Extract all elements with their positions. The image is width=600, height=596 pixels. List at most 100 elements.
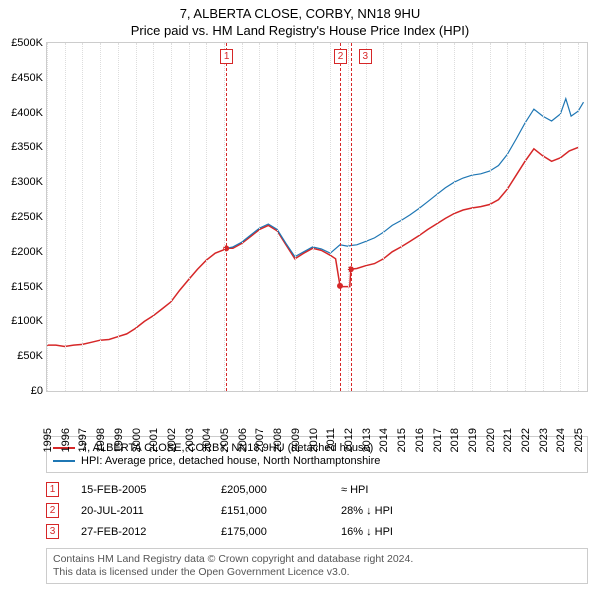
grid-line xyxy=(295,43,296,391)
x-tick-label: 2024 xyxy=(551,428,567,452)
x-tick-label: 2021 xyxy=(498,428,514,452)
event-hpi-delta: 28% ↓ HPI xyxy=(341,505,588,517)
y-tick-label: £400K xyxy=(11,107,43,119)
x-tick-label: 1997 xyxy=(73,428,89,452)
x-tick-label: 2011 xyxy=(321,428,337,452)
grid-line xyxy=(472,43,473,391)
marker-box: 2 xyxy=(334,49,347,64)
event-hpi-delta: ≈ HPI xyxy=(341,484,588,496)
event-date: 20-JUL-2011 xyxy=(81,505,221,517)
x-tick-label: 2010 xyxy=(304,428,320,452)
x-tick-label: 2023 xyxy=(534,428,550,452)
grid-line xyxy=(171,43,172,391)
y-tick-label: £350K xyxy=(11,141,43,153)
grid-line xyxy=(47,43,48,391)
grid-line xyxy=(419,43,420,391)
marker-stem xyxy=(226,43,227,391)
grid-line xyxy=(313,43,314,391)
event-hpi-delta: 16% ↓ HPI xyxy=(341,526,588,538)
x-tick-label: 1998 xyxy=(91,428,107,452)
grid-line xyxy=(560,43,561,391)
x-tick-label: 1995 xyxy=(38,428,54,452)
marker-stem xyxy=(340,43,341,391)
x-tick-label: 2007 xyxy=(250,428,266,452)
x-tick-label: 2000 xyxy=(127,428,143,452)
grid-line xyxy=(277,43,278,391)
legend-swatch xyxy=(53,460,75,462)
x-tick-label: 2009 xyxy=(286,428,302,452)
x-tick-label: 2018 xyxy=(445,428,461,452)
x-tick-label: 2013 xyxy=(357,428,373,452)
event-row: 1 15-FEB-2005£205,000≈ HPI xyxy=(46,479,588,500)
x-tick-label: 2016 xyxy=(410,428,426,452)
grid-line xyxy=(454,43,455,391)
marker-box: 1 xyxy=(220,49,233,64)
grid-line xyxy=(525,43,526,391)
legend-row: HPI: Average price, detached house, Nort… xyxy=(53,455,581,467)
event-marker-box: 1 xyxy=(46,482,59,497)
y-tick-label: £50K xyxy=(17,350,43,362)
grid-line xyxy=(401,43,402,391)
event-price: £175,000 xyxy=(221,526,341,538)
footer-licence: Contains HM Land Registry data © Crown c… xyxy=(46,548,588,584)
grid-line xyxy=(348,43,349,391)
marker-box: 3 xyxy=(359,49,372,64)
x-tick-label: 2012 xyxy=(339,428,355,452)
x-tick-label: 2004 xyxy=(197,428,213,452)
x-tick-label: 2001 xyxy=(144,428,160,452)
y-tick-label: £300K xyxy=(11,176,43,188)
footer-line-1: Contains HM Land Registry data © Crown c… xyxy=(53,553,581,566)
grid-line xyxy=(118,43,119,391)
grid-line xyxy=(136,43,137,391)
grid-line xyxy=(490,43,491,391)
event-row: 327-FEB-2012£175,00016% ↓ HPI xyxy=(46,521,588,542)
event-price: £205,000 xyxy=(221,484,341,496)
x-tick-label: 2019 xyxy=(463,428,479,452)
x-tick-label: 1999 xyxy=(109,428,125,452)
y-tick-label: £0 xyxy=(31,385,43,397)
x-tick-label: 2017 xyxy=(428,428,444,452)
x-tick-label: 2005 xyxy=(215,428,231,452)
event-marker-box: 2 xyxy=(46,503,59,518)
x-tick-label: 1996 xyxy=(56,428,72,452)
y-tick-label: £150K xyxy=(11,281,43,293)
event-date: 15-FEB-2005 xyxy=(81,484,221,496)
marker-stem xyxy=(351,43,352,391)
y-tick-label: £200K xyxy=(11,246,43,258)
y-tick-label: £500K xyxy=(11,37,43,49)
y-tick-label: £450K xyxy=(11,72,43,84)
grid-line xyxy=(437,43,438,391)
grid-line xyxy=(206,43,207,391)
x-tick-label: 2003 xyxy=(180,428,196,452)
grid-line xyxy=(366,43,367,391)
chart-title-sub: Price paid vs. HM Land Registry's House … xyxy=(0,23,600,38)
event-row: 2 20-JUL-2011£151,00028% ↓ HPI xyxy=(46,500,588,521)
footer-line-2: This data is licensed under the Open Gov… xyxy=(53,566,581,579)
chart-title-address: 7, ALBERTA CLOSE, CORBY, NN18 9HU xyxy=(0,6,600,21)
grid-line xyxy=(578,43,579,391)
y-tick-label: £100K xyxy=(11,315,43,327)
x-tick-label: 2014 xyxy=(374,428,390,452)
chart-plot-area: £0£50K£100K£150K£200K£250K£300K£350K£400… xyxy=(46,42,588,392)
event-price: £151,000 xyxy=(221,505,341,517)
grid-line xyxy=(507,43,508,391)
grid-line xyxy=(259,43,260,391)
grid-line xyxy=(153,43,154,391)
x-tick-label: 2002 xyxy=(162,428,178,452)
grid-line xyxy=(189,43,190,391)
events-table: 1 15-FEB-2005£205,000≈ HPI 2 20-JUL-2011£15… xyxy=(46,479,588,542)
grid-line xyxy=(65,43,66,391)
grid-line xyxy=(242,43,243,391)
x-tick-label: 2020 xyxy=(481,428,497,452)
grid-line xyxy=(224,43,225,391)
x-tick-label: 2025 xyxy=(569,428,585,452)
grid-line xyxy=(330,43,331,391)
grid-line xyxy=(82,43,83,391)
grid-line xyxy=(543,43,544,391)
x-axis-ticks: 1995199619971998199920002001200220032004… xyxy=(46,392,588,428)
x-tick-label: 2008 xyxy=(268,428,284,452)
grid-line xyxy=(383,43,384,391)
x-tick-label: 2022 xyxy=(516,428,532,452)
x-tick-label: 2006 xyxy=(233,428,249,452)
series-line-hpi xyxy=(226,99,583,257)
